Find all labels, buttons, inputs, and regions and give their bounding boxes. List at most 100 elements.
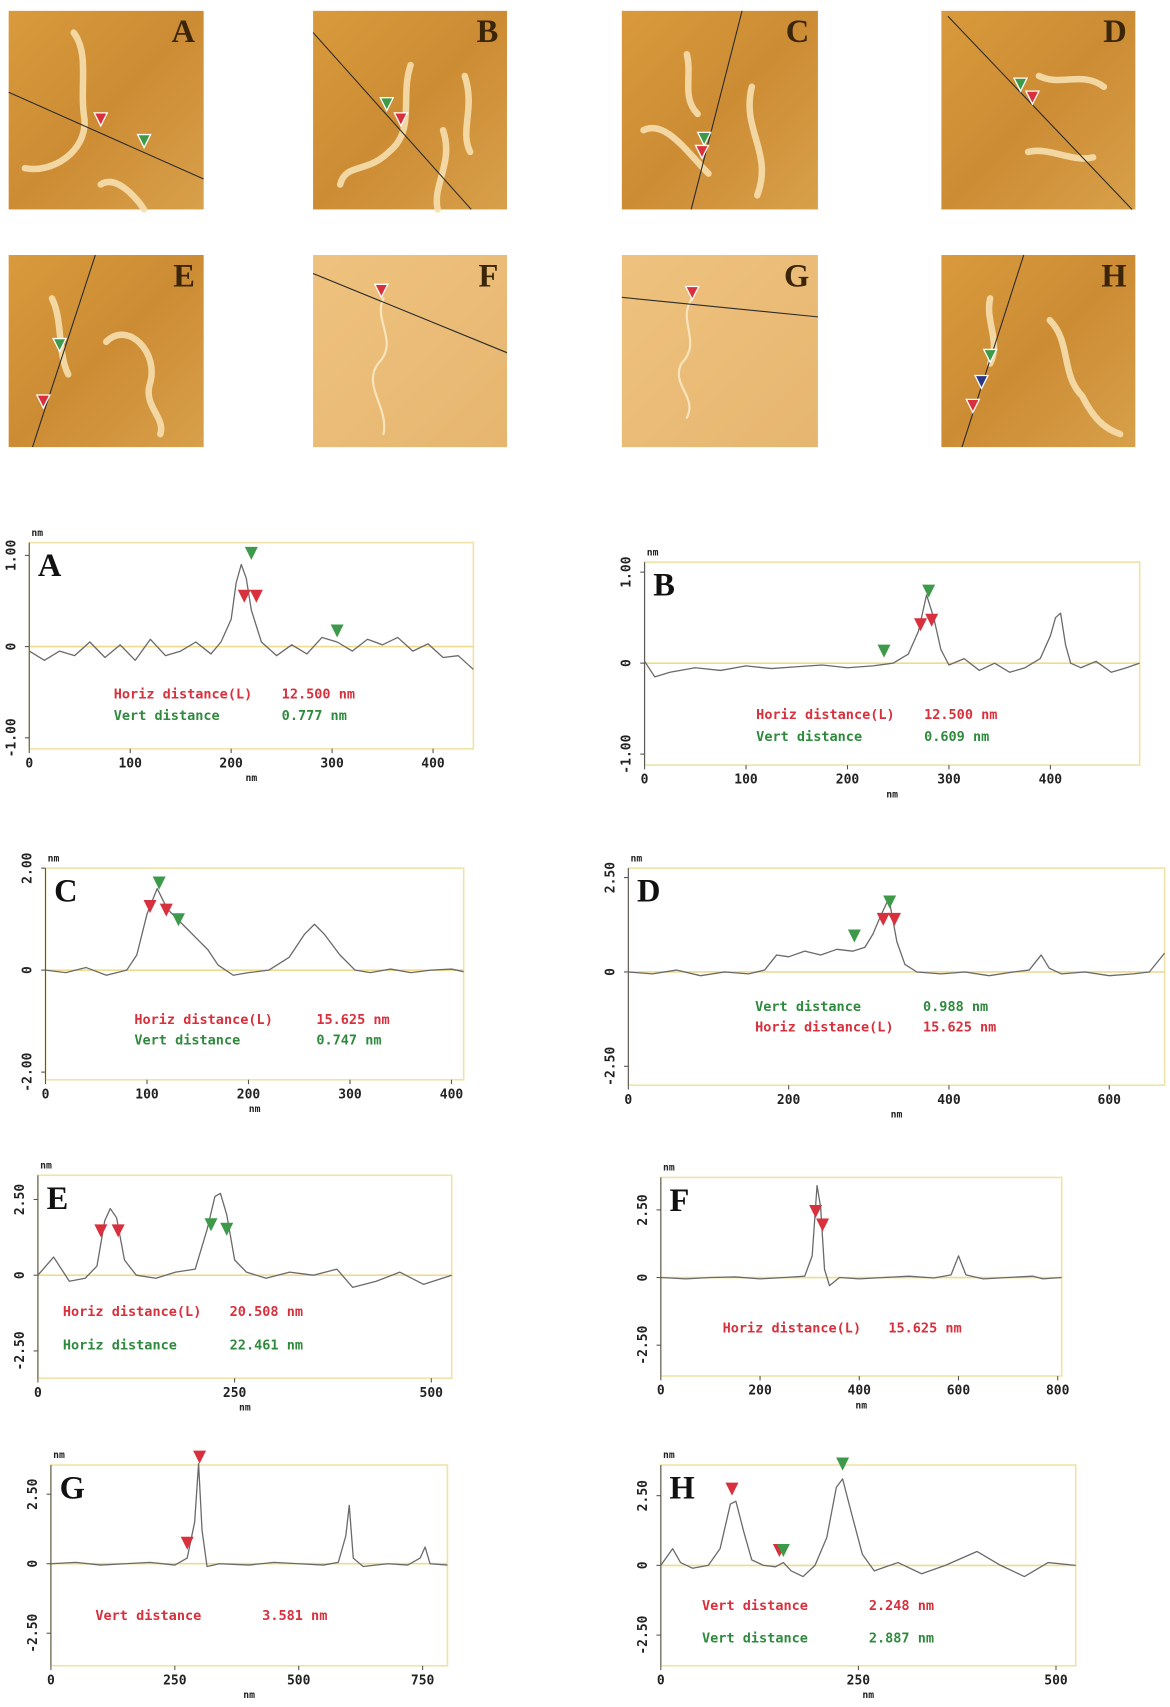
y-tick-label: 2.50 <box>26 1478 41 1510</box>
panel-label: D <box>637 874 660 910</box>
afm-image: B <box>313 11 507 210</box>
image-label: C <box>786 14 809 50</box>
image-label: D <box>1103 14 1126 50</box>
y-tick-label: -2.50 <box>604 1047 619 1086</box>
annotation-value: 15.625 nm <box>888 1320 961 1336</box>
y-tick-label: -2.50 <box>26 1613 41 1652</box>
x-tick-label: 300 <box>338 1087 362 1102</box>
cursor-marker <box>331 624 344 637</box>
y-tick-label: -2.50 <box>636 1615 651 1654</box>
x-tick-label: 250 <box>163 1673 187 1688</box>
y-axis-unit: nm <box>631 853 643 864</box>
y-axis-unit: nm <box>53 1450 65 1461</box>
profile-line <box>38 1193 452 1287</box>
cursor-marker <box>878 645 891 658</box>
image-label: B <box>477 14 499 50</box>
annotation-label: Vert distance <box>702 1631 808 1647</box>
y-tick-label: 0 <box>604 968 619 976</box>
x-tick-label: 0 <box>657 1384 665 1399</box>
y-tick-label: 0 <box>13 1271 28 1279</box>
profile-chart: -2.5002.500250500nmnmHVert distance2.248… <box>636 1450 1076 1701</box>
x-axis-label: nm <box>239 1402 251 1413</box>
x-tick-label: 400 <box>421 756 445 771</box>
x-tick-label: 200 <box>237 1087 261 1102</box>
plot-frame <box>46 868 464 1080</box>
x-axis-label: nm <box>855 1400 867 1411</box>
cursor-marker <box>809 1205 822 1218</box>
y-tick-label: -1.00 <box>620 734 635 773</box>
profile-chart: -1.0001.000100200300400nmnmBHoriz distan… <box>620 547 1140 800</box>
y-axis-unit: nm <box>663 1450 675 1461</box>
cursor-marker <box>914 618 927 631</box>
y-tick-label: -2.50 <box>636 1325 651 1364</box>
y-axis-unit: nm <box>40 1160 52 1171</box>
annotation-label: Horiz distance(L) <box>63 1304 202 1320</box>
profile-line <box>29 565 473 670</box>
x-tick-label: 0 <box>34 1386 42 1401</box>
cursor-marker <box>112 1224 125 1237</box>
cursor-marker <box>816 1219 829 1232</box>
y-tick-label: 0 <box>21 966 36 974</box>
x-tick-label: 400 <box>848 1384 872 1399</box>
x-axis-label: nm <box>243 1690 255 1701</box>
annotation-label: Horiz distance <box>63 1338 177 1354</box>
x-tick-label: 200 <box>836 773 860 788</box>
x-tick-label: 0 <box>624 1093 632 1108</box>
afm-image: D <box>941 11 1135 210</box>
cursor-marker <box>836 1458 849 1471</box>
cursor-marker <box>144 900 157 913</box>
x-tick-label: 800 <box>1046 1384 1070 1399</box>
annotation-label: Horiz distance(L) <box>114 687 253 703</box>
annotation-label: Vert distance <box>134 1033 240 1049</box>
x-tick-label: 400 <box>937 1093 961 1108</box>
y-tick-label: 2.00 <box>21 852 36 884</box>
x-tick-label: 500 <box>1044 1673 1068 1688</box>
x-tick-label: 0 <box>47 1673 55 1688</box>
image-label: G <box>784 258 809 294</box>
annotation-value: 12.500 nm <box>282 687 355 703</box>
y-tick-label: 2.50 <box>604 862 619 894</box>
x-tick-label: 100 <box>734 773 758 788</box>
annotation-value: 0.609 nm <box>924 729 989 745</box>
annotation-label: Horiz distance(L) <box>723 1320 862 1336</box>
y-tick-label: 0 <box>636 1561 651 1569</box>
y-axis-unit: nm <box>663 1163 675 1174</box>
y-tick-label: 0 <box>4 643 19 651</box>
y-tick-label: -2.00 <box>21 1052 36 1091</box>
cursor-marker <box>220 1223 233 1236</box>
cursor-marker <box>922 585 935 598</box>
profile-line <box>645 595 1140 677</box>
x-axis-label: nm <box>245 773 257 784</box>
x-tick-label: 600 <box>1098 1093 1122 1108</box>
y-axis-unit: nm <box>48 853 60 864</box>
y-tick-label: 0 <box>26 1560 41 1568</box>
x-tick-label: 0 <box>42 1087 50 1102</box>
y-tick-label: 1.00 <box>4 540 19 572</box>
cursor-marker <box>250 590 263 603</box>
x-tick-label: 300 <box>937 773 961 788</box>
profile-chart: -2.0002.000100200300400nmnmCHoriz distan… <box>21 852 464 1115</box>
y-tick-label: 0 <box>636 1273 651 1281</box>
x-axis-label: nm <box>249 1104 261 1115</box>
y-axis-unit: nm <box>31 528 43 539</box>
afm-image: E <box>9 255 204 447</box>
x-tick-label: 200 <box>748 1384 772 1399</box>
annotation-value: 22.461 nm <box>230 1338 303 1354</box>
annotation-label: Horiz distance(L) <box>134 1012 273 1028</box>
x-tick-label: 600 <box>947 1384 971 1399</box>
x-tick-label: 100 <box>118 756 142 771</box>
x-tick-label: 200 <box>777 1093 801 1108</box>
cursor-marker <box>94 1224 107 1237</box>
x-tick-label: 400 <box>1039 773 1063 788</box>
annotation-value: 0.777 nm <box>282 708 347 724</box>
plot-frame <box>628 868 1164 1085</box>
y-tick-label: 2.50 <box>13 1184 28 1216</box>
x-tick-label: 500 <box>420 1386 444 1401</box>
x-tick-label: 250 <box>223 1386 247 1401</box>
annotation-label: Vert distance <box>95 1608 201 1624</box>
image-label: A <box>172 14 196 50</box>
panel-label: F <box>670 1183 690 1219</box>
